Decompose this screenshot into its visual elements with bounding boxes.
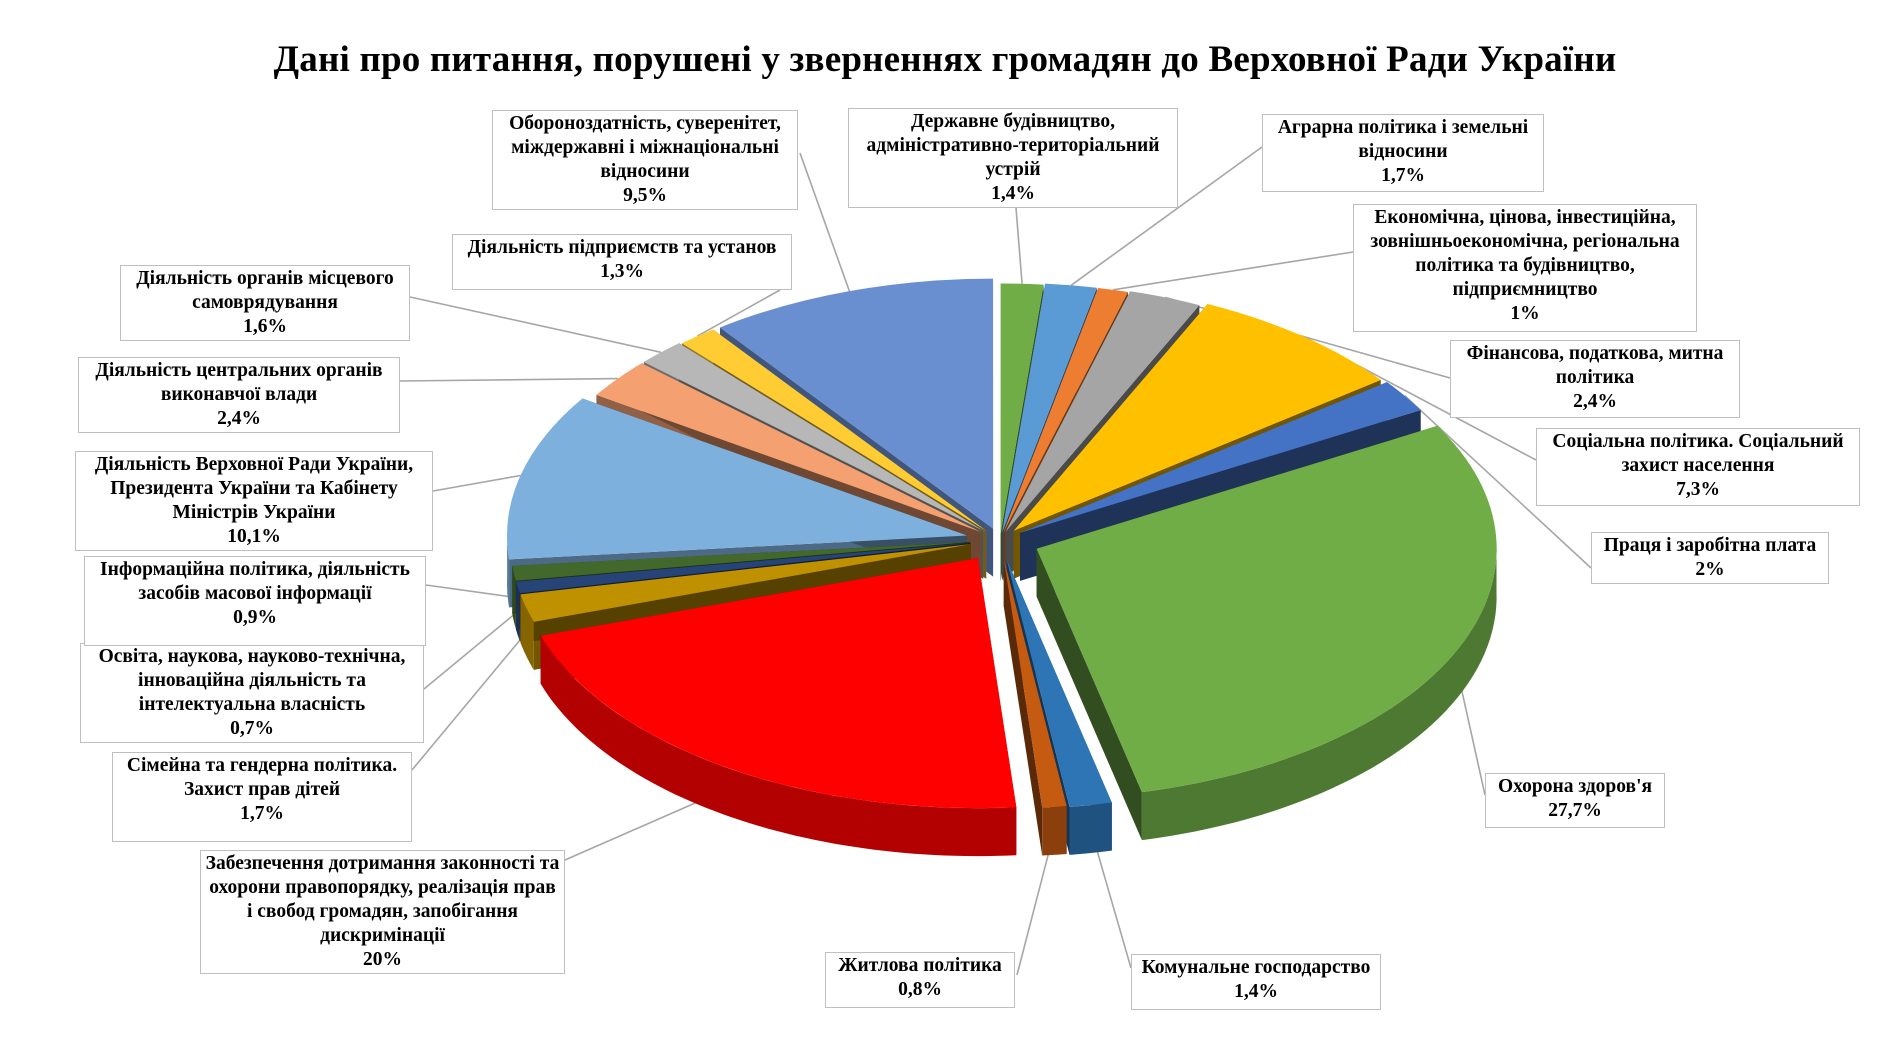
slice-name: Сімейна та гендерна політика. Захист пра… — [126, 755, 398, 800]
data-label-7: Охорона здоров'я 27,7% — [1485, 773, 1665, 828]
slice-name: Соціальна політика. Соціальний захист на… — [1552, 431, 1844, 476]
slice-name: Освіта, наукова, науково-технічна, іннов… — [98, 646, 406, 715]
leader-line-7 — [1457, 672, 1486, 796]
slice-percent: 0,9% — [233, 607, 277, 628]
slice-name: Державне будівництво, адміністративно-те… — [866, 111, 1160, 180]
chart-title: Дані про питання, порушені у зверненнях … — [273, 39, 1617, 80]
slice-percent: 20% — [363, 949, 402, 970]
data-label-9: Житлова політика 0,8% — [825, 952, 1015, 1008]
slice-percent: 1,4% — [1234, 981, 1278, 1002]
leader-line-13 — [425, 584, 515, 599]
data-label-5: Соціальна політика. Соціальний захист на… — [1536, 428, 1860, 506]
slice-percent: 0,7% — [230, 718, 274, 739]
slice-percent: 0,8% — [898, 979, 942, 1000]
slice-percent: 1,7% — [1381, 165, 1425, 186]
data-label-17: Діяльність підприємств та установ 1,3% — [452, 234, 792, 290]
data-label-1: Державне будівництво, адміністративно-те… — [848, 108, 1178, 208]
leader-line-3 — [1112, 251, 1354, 291]
slice-name: Житлова політика — [838, 955, 1002, 976]
slice-name: Діяльність центральних органів виконавчо… — [95, 360, 383, 405]
slice-percent: 2,4% — [1573, 391, 1617, 412]
data-label-16: Діяльність органів місцевого самоврядува… — [120, 265, 410, 341]
slice-percent: 27,7% — [1548, 800, 1602, 821]
leader-line-14 — [432, 474, 521, 492]
data-label-3: Економічна, цінова, інвестиційна, зовніш… — [1353, 204, 1697, 332]
slice-10 — [540, 558, 1017, 857]
data-label-2: Аграрна політика і земельні відносини 1,7… — [1262, 114, 1544, 192]
slice-name: Діяльність підприємств та установ — [467, 237, 777, 258]
leader-line-2 — [1070, 146, 1263, 286]
data-label-14: Діяльність Верховної Ради України, Прези… — [75, 451, 433, 551]
data-label-18: Обороноздатність, суверенітет, міждержав… — [492, 110, 798, 210]
slice-percent: 1% — [1510, 303, 1540, 324]
data-label-11: Сімейна та гендерна політика. Захист пра… — [112, 752, 412, 842]
slice-name: Праця і заробітна плата — [1603, 535, 1817, 556]
slice-name: Фінансова, податкова, митна політика — [1466, 343, 1724, 388]
leader-line-11 — [411, 631, 528, 771]
slice-name: Комунальне господарство — [1141, 957, 1371, 978]
leader-line-12 — [423, 610, 519, 690]
leader-line-1 — [1015, 207, 1023, 284]
slice-name: Забезпечення дотримання законності та ох… — [205, 853, 560, 946]
slice-name: Охорона здоров'я — [1497, 776, 1653, 797]
slice-percent: 2% — [1695, 559, 1725, 580]
data-label-12: Освіта, наукова, науково-технічна, іннов… — [80, 643, 424, 743]
slice-percent: 2,4% — [217, 408, 261, 429]
slice-percent: 10,1% — [227, 526, 281, 547]
slice-percent: 1,6% — [243, 316, 287, 337]
slice-percent: 1,7% — [240, 803, 284, 824]
slice-7 — [1036, 425, 1497, 841]
slice-name: Економічна, цінова, інвестиційна, зовніш… — [1370, 207, 1680, 300]
data-label-8: Комунальне господарство 1,4% — [1131, 954, 1381, 1010]
slice-name: Аграрна політика і земельні відносини — [1277, 117, 1529, 162]
leader-line-17 — [696, 289, 781, 337]
slice-percent: 7,3% — [1676, 479, 1720, 500]
slice-9 — [1003, 558, 1067, 856]
data-label-10: Забезпечення дотримання законності та ох… — [200, 850, 565, 974]
leader-line-16 — [409, 296, 662, 354]
slice-percent: 9,5% — [623, 185, 667, 206]
leader-line-18 — [799, 152, 851, 292]
slice-name: Обороноздатність, суверенітет, міждержав… — [509, 113, 781, 182]
leader-line-6 — [1404, 395, 1592, 569]
data-label-15: Діяльність центральних органів виконавчо… — [78, 357, 400, 433]
data-label-4: Фінансова, податкова, митна політика 2,4% — [1450, 340, 1740, 418]
slice-name: Діяльність органів місцевого самоврядува… — [136, 268, 394, 313]
data-label-6: Праця і заробітна плата 2% — [1591, 532, 1829, 584]
slice-name: Діяльність Верховної Ради України, Прези… — [94, 454, 414, 523]
slice-percent: 1,4% — [991, 183, 1035, 204]
slice-percent: 1,3% — [600, 261, 644, 282]
data-label-13: Інформаційна політика, діяльність засобі… — [84, 556, 426, 646]
slice-name: Інформаційна політика, діяльність засобі… — [100, 559, 410, 604]
leader-line-15 — [399, 377, 618, 382]
